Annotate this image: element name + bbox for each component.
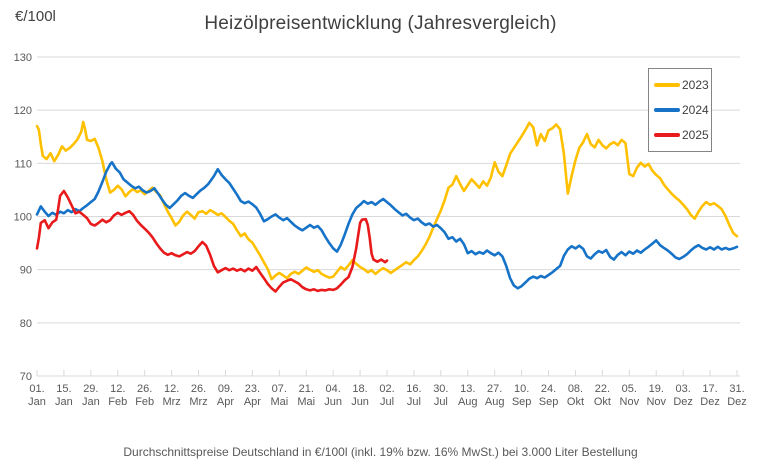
x-axis-label-day: 19.: [649, 383, 664, 395]
x-axis-label-month: Jul: [434, 396, 448, 408]
x-axis-label-day: 12.: [164, 383, 179, 395]
x-axis-label-day: 30.: [433, 383, 448, 395]
x-axis-label-day: 04.: [326, 383, 341, 395]
x-axis-label-day: 29.: [83, 383, 98, 395]
x-axis-label-month: Jan: [28, 396, 46, 408]
x-axis-label-month: Dez: [700, 396, 720, 408]
x-axis-label-day: 08.: [568, 383, 583, 395]
x-axis-label-month: Sep: [539, 396, 559, 408]
x-axis-label-month: Feb: [108, 396, 127, 408]
x-axis-label-day: 26.: [191, 383, 206, 395]
x-axis-label-month: Jan: [55, 396, 73, 408]
legend-label-2024: 2024: [682, 102, 709, 117]
x-axis-label-day: 21.: [299, 383, 314, 395]
x-axis-label-month: Jan: [82, 396, 100, 408]
x-axis-label-day: 13.: [460, 383, 475, 395]
x-axis-label-day: 10.: [514, 383, 529, 395]
legend-label-2025: 2025: [682, 127, 709, 142]
x-axis-label-month: Dez: [673, 396, 693, 408]
y-axis-unit-label: €/100l: [15, 8, 56, 25]
series-line-2025: [35, 189, 389, 293]
legend-entry-2024: 2024: [654, 102, 709, 117]
y-axis-label-80: 80: [20, 318, 32, 330]
x-axis-label-month: Nov: [620, 396, 640, 408]
legend-entry-2023: 2023: [654, 78, 709, 93]
x-axis-label-day: 07.: [272, 383, 287, 395]
x-axis-label-day: 22.: [595, 383, 610, 395]
x-axis-label-day: 12.: [110, 383, 125, 395]
x-axis-label-month: Jun: [351, 396, 369, 408]
x-axis-label-day: 23.: [245, 383, 260, 395]
x-axis-label-month: Jun: [324, 396, 342, 408]
x-axis-label-day: 01.: [29, 383, 44, 395]
chart-caption: Durchschnittspreise Deutschland in €/100…: [123, 445, 638, 459]
x-axis-label-month: Sep: [512, 396, 532, 408]
x-axis-label-month: Apr: [217, 396, 234, 408]
x-axis-label-month: Apr: [244, 396, 261, 408]
legend-entry-2025: 2025: [654, 127, 709, 142]
x-axis-label-month: Mrz: [162, 396, 180, 408]
x-axis-label-month: Aug: [485, 396, 505, 408]
y-axis-label-70: 70: [20, 371, 32, 383]
x-axis-label-month: Jul: [407, 396, 421, 408]
x-axis-label-month: Dez: [727, 396, 747, 408]
chart-title: Heizölpreisentwicklung (Jahresvergleich): [204, 13, 557, 34]
y-axis-label-100: 100: [14, 212, 32, 224]
x-axis-label-month: Aug: [458, 396, 478, 408]
legend-label-2023: 2023: [682, 78, 709, 93]
y-axis-label-90: 90: [20, 265, 32, 277]
y-axis-label-130: 130: [14, 52, 32, 64]
x-axis-label-month: Mrz: [189, 396, 207, 408]
legend-swatch-2024: [654, 107, 680, 112]
x-axis-label-day: 09.: [218, 383, 233, 395]
x-axis-label-day: 16.: [406, 383, 421, 395]
series-line-2024: [35, 161, 739, 290]
legend-swatch-2025: [654, 132, 680, 137]
x-axis-label-month: Feb: [135, 396, 154, 408]
x-axis-label-month: Jul: [380, 396, 394, 408]
x-axis-label-day: 31.: [729, 383, 744, 395]
x-axis-label-month: Okt: [594, 396, 611, 408]
y-axis-label-120: 120: [14, 105, 32, 117]
chart-legend: 2023 2024 2025: [648, 68, 712, 152]
x-axis-label-month: Mai: [270, 396, 288, 408]
x-axis-label-day: 27.: [487, 383, 502, 395]
legend-swatch-2023: [654, 83, 680, 88]
x-axis-label-day: 05.: [622, 383, 637, 395]
x-axis-label-day: 03.: [676, 383, 691, 395]
y-axis-label-110: 110: [14, 158, 32, 170]
x-axis-label-month: Mai: [297, 396, 315, 408]
x-axis-label-day: 26.: [137, 383, 152, 395]
x-axis-label-month: Okt: [567, 396, 584, 408]
x-axis-label-day: 02.: [379, 383, 394, 395]
x-axis-label-day: 17.: [702, 383, 717, 395]
x-axis-label-day: 18.: [352, 383, 367, 395]
x-axis-label-month: Nov: [646, 396, 666, 408]
x-axis-label-day: 15.: [56, 383, 71, 395]
series-line-2023: [35, 120, 739, 281]
x-axis-label-day: 24.: [541, 383, 556, 395]
